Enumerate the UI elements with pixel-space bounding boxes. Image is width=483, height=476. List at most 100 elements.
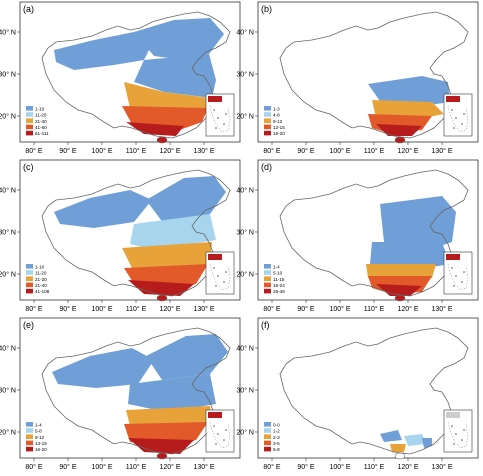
inset-island-dot [461, 439, 463, 441]
x-tick-label: 110° E [126, 463, 147, 471]
y-tick-label: 40° N [0, 29, 16, 37]
south-china-sea-inset [205, 93, 235, 137]
y-tick-label: 40° N [0, 345, 16, 353]
legend-entry: 25-48 [273, 289, 285, 294]
y-tick-label: 40° N [236, 29, 254, 37]
legend-swatch [264, 428, 271, 433]
occurrence-region-class-1 [146, 334, 228, 380]
legend-swatch [264, 434, 271, 439]
legend-entry: 9-12 [35, 435, 45, 440]
x-tick-label: 80° E [25, 305, 43, 313]
inset-coast-data [446, 254, 460, 260]
legend-entry: 21-40 [35, 119, 47, 124]
legend-entry: 61-111 [35, 131, 49, 136]
x-tick-label: 90° E [297, 305, 315, 313]
legend-entry: 0-0 [273, 422, 280, 427]
legend-entry: 1-4 [35, 422, 42, 427]
legend-swatch [26, 276, 33, 281]
occurrence-region-class-1 [52, 348, 154, 388]
x-tick-label: 120° E [159, 147, 180, 155]
inset-island-dot [217, 117, 219, 119]
inset-island-dot [461, 123, 463, 125]
map-panel-f: (f) 0-0 1-22-33-55-8 80° E 90° E 100° E 110° E… [236, 317, 479, 471]
legend-swatch [26, 428, 33, 433]
legend-swatch [26, 434, 33, 439]
inset-island-dot [223, 439, 225, 441]
legend-entry: 11-15 [273, 277, 285, 282]
occurrence-region-class-5 [376, 284, 422, 296]
inset-island-dot [215, 127, 217, 129]
x-tick-label: 100° E [91, 147, 112, 155]
x-tick-label: 90° E [59, 147, 77, 155]
inset-island-dot [451, 267, 453, 269]
legend-entry: 16-24 [273, 283, 285, 288]
inset-island-dot [453, 443, 455, 445]
legend-entry: 13-15 [273, 125, 285, 130]
inset-island-dot [455, 275, 457, 277]
panel-label: (c) [23, 162, 34, 172]
y-tick-label: 20° N [0, 429, 16, 437]
occurrence-region-class-1 [134, 18, 224, 60]
inset-island-dot [463, 271, 465, 273]
legend: 0-0 1-22-33-55-8 [264, 422, 280, 452]
inset-boundary-line [447, 105, 469, 133]
x-tick-label: 110° E [364, 305, 385, 313]
x-tick-label: 100° E [329, 147, 350, 155]
legend-swatch [264, 276, 271, 281]
x-tick-label: 100° E [91, 463, 112, 471]
legend-entry: 5-8 [35, 429, 42, 434]
occurrence-region-class-1 [380, 430, 402, 442]
inset-island-dot [225, 271, 227, 273]
x-tick-label: 120° E [397, 147, 418, 155]
inset-boundary-line [209, 421, 231, 449]
legend-swatch [26, 106, 33, 111]
y-tick-label: 40° N [236, 345, 254, 353]
legend-entry: 13-15 [35, 441, 47, 446]
legend-entry: 1-2 [273, 429, 280, 434]
china-map [279, 327, 469, 460]
occurrence-region-class-2 [404, 434, 426, 446]
china-map [41, 11, 231, 144]
occurrence-region-class-3 [390, 444, 406, 452]
hainan-island [394, 452, 406, 460]
legend-swatch [26, 446, 33, 452]
x-tick-label: 100° E [329, 463, 350, 471]
inset-island-dot [223, 281, 225, 283]
legend-entry: 9-12 [273, 119, 283, 124]
x-tick-label: 120° E [159, 463, 180, 471]
legend-entry: 4-8 [273, 113, 280, 118]
panel-label: (a) [23, 4, 34, 14]
x-tick-label: 120° E [397, 463, 418, 471]
hainan-island [156, 294, 168, 302]
inset-island-dot [455, 433, 457, 435]
inset-coast-data [208, 412, 222, 418]
inset-coast-data [208, 254, 222, 260]
inset-island-dot [225, 113, 227, 115]
china-map [41, 169, 231, 302]
y-tick-label: 20° N [236, 429, 254, 437]
x-tick-label: 120° E [397, 305, 418, 313]
legend-swatch [264, 264, 271, 269]
x-tick-label: 130° E [431, 147, 452, 155]
south-china-sea-inset [443, 409, 473, 453]
x-tick-label: 110° E [126, 147, 147, 155]
legend-swatch [264, 106, 271, 111]
legend-swatch [26, 264, 33, 269]
x-tick-label: 120° E [159, 305, 180, 313]
y-tick-label: 20° N [0, 271, 16, 279]
legend-entry: 1-4 [273, 264, 280, 269]
y-tick-label: 20° N [236, 113, 254, 121]
legend-swatch [26, 112, 33, 117]
x-tick-label: 130° E [193, 463, 214, 471]
x-tick-label: 80° E [263, 305, 281, 313]
y-tick-label: 30° N [236, 71, 254, 79]
legend-entry: 3-5 [273, 441, 280, 446]
inset-island-dot [213, 267, 215, 269]
inset-island-dot [455, 117, 457, 119]
